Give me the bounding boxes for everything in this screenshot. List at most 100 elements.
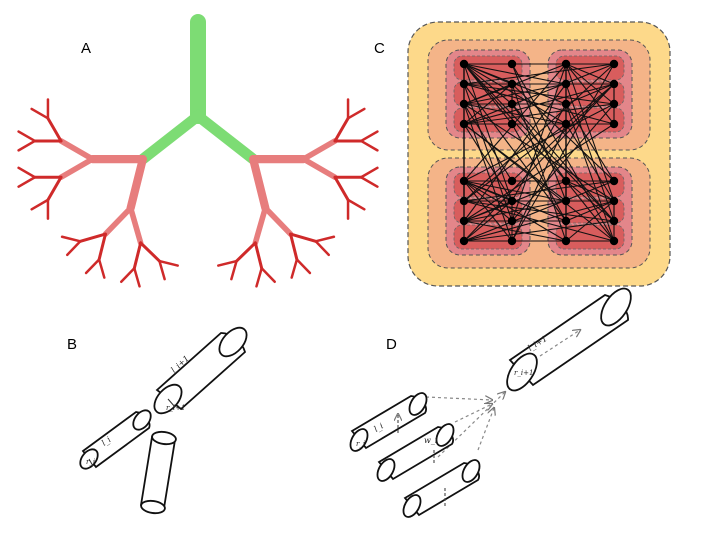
tree-branch bbox=[359, 130, 379, 143]
tree-branch bbox=[217, 259, 238, 267]
tree-branch bbox=[289, 232, 318, 243]
network-edge bbox=[565, 200, 615, 222]
network-edge bbox=[463, 123, 567, 202]
tree-branch bbox=[84, 258, 101, 275]
panel-c-letter: C bbox=[374, 40, 385, 57]
tree-branch bbox=[17, 166, 37, 179]
tree-branch bbox=[158, 259, 179, 267]
tree-branch bbox=[346, 107, 366, 120]
nested-network bbox=[407, 21, 671, 287]
network-node bbox=[561, 99, 571, 109]
network-node bbox=[459, 216, 469, 226]
tree-branch bbox=[17, 130, 37, 143]
panel-d-letter: D bbox=[386, 336, 397, 353]
network-node bbox=[609, 236, 619, 246]
flow-arrow-parent bbox=[539, 330, 580, 357]
tree-branch bbox=[359, 139, 379, 152]
label-r-i: r_i bbox=[86, 458, 95, 466]
tree-branch bbox=[78, 232, 107, 243]
network-edge bbox=[463, 63, 513, 202]
network-edges bbox=[463, 63, 615, 242]
network-node bbox=[507, 119, 517, 129]
network-edge bbox=[511, 103, 567, 202]
network-edge bbox=[463, 63, 567, 85]
tree-branch bbox=[192, 110, 259, 165]
network-node bbox=[507, 99, 517, 109]
tree-branch bbox=[359, 166, 379, 179]
network-node bbox=[507, 196, 517, 206]
inner-subcluster bbox=[453, 224, 523, 250]
label-d-l-i: l_i bbox=[373, 421, 386, 434]
tree-branch bbox=[333, 175, 350, 202]
network-edge bbox=[463, 63, 615, 202]
network-edge bbox=[463, 220, 567, 242]
tree-branch bbox=[30, 107, 50, 120]
child-cylinder-d-1: l_i r_i bbox=[349, 392, 428, 452]
tree-branch bbox=[30, 198, 50, 211]
network-edge bbox=[463, 83, 567, 222]
network-nodes bbox=[459, 59, 619, 246]
tree-branch bbox=[314, 240, 330, 257]
network-node bbox=[609, 59, 619, 69]
network-node bbox=[609, 119, 619, 129]
network-edge bbox=[511, 83, 615, 182]
tree-branch bbox=[97, 258, 106, 279]
tree-branch bbox=[230, 259, 238, 281]
network-edge bbox=[565, 200, 615, 242]
tree-branch bbox=[290, 258, 299, 279]
network-node bbox=[561, 59, 571, 69]
label-d-w-i: w_i bbox=[424, 436, 438, 445]
network-node bbox=[459, 99, 469, 109]
tree-branch bbox=[260, 266, 276, 284]
network-node bbox=[507, 176, 517, 186]
tree-branch bbox=[60, 235, 82, 243]
tree-branch bbox=[289, 232, 299, 261]
tree-branch bbox=[139, 241, 161, 263]
tree-branch bbox=[17, 175, 37, 188]
network-edge bbox=[565, 103, 615, 242]
network-edge bbox=[463, 63, 615, 125]
network-node bbox=[459, 196, 469, 206]
tree-branch bbox=[295, 258, 312, 275]
network-edge bbox=[463, 123, 513, 202]
label-d-r-i-plus-1: r_i+1 bbox=[514, 369, 533, 377]
tree-branch bbox=[346, 198, 366, 211]
tree-branch bbox=[127, 205, 144, 246]
network-node bbox=[609, 216, 619, 226]
network-edge bbox=[463, 200, 615, 242]
child-cylinder-d-2: w_i bbox=[376, 423, 455, 482]
inner-subcluster bbox=[555, 55, 625, 81]
child-cylinder-d-3 bbox=[402, 459, 481, 518]
tree-branch bbox=[300, 138, 338, 162]
child-cylinder-left: l_i r_i bbox=[79, 409, 152, 470]
network-node bbox=[459, 59, 469, 69]
tree-branch bbox=[58, 156, 96, 181]
tree-branch bbox=[46, 175, 63, 202]
tree-branch bbox=[253, 241, 264, 270]
tree-branch bbox=[97, 232, 107, 261]
network-edge bbox=[511, 63, 615, 242]
tree-branch bbox=[66, 240, 82, 257]
network-edge bbox=[565, 83, 615, 222]
network-edge bbox=[565, 63, 615, 202]
inner-subcluster bbox=[555, 224, 625, 250]
network-node bbox=[561, 216, 571, 226]
network-node bbox=[561, 236, 571, 246]
network-node bbox=[561, 176, 571, 186]
tree-branch bbox=[235, 241, 257, 263]
inner-subclusters bbox=[453, 55, 625, 250]
tree-branch bbox=[249, 154, 270, 213]
parent-cylinder: l_i+1 r_i+1 bbox=[153, 326, 248, 415]
network-node bbox=[459, 236, 469, 246]
tree-branch bbox=[314, 235, 336, 243]
network-edge bbox=[511, 123, 567, 242]
network-edge bbox=[511, 103, 615, 222]
tree-branch bbox=[132, 241, 143, 270]
network-node bbox=[507, 59, 517, 69]
tree-branch bbox=[46, 116, 63, 143]
tree-branch bbox=[133, 266, 141, 288]
panel-d-cylinders: l_i+1 r_i+1 l_i r_i w_i bbox=[349, 287, 632, 518]
network-node bbox=[561, 79, 571, 89]
network-node bbox=[609, 176, 619, 186]
